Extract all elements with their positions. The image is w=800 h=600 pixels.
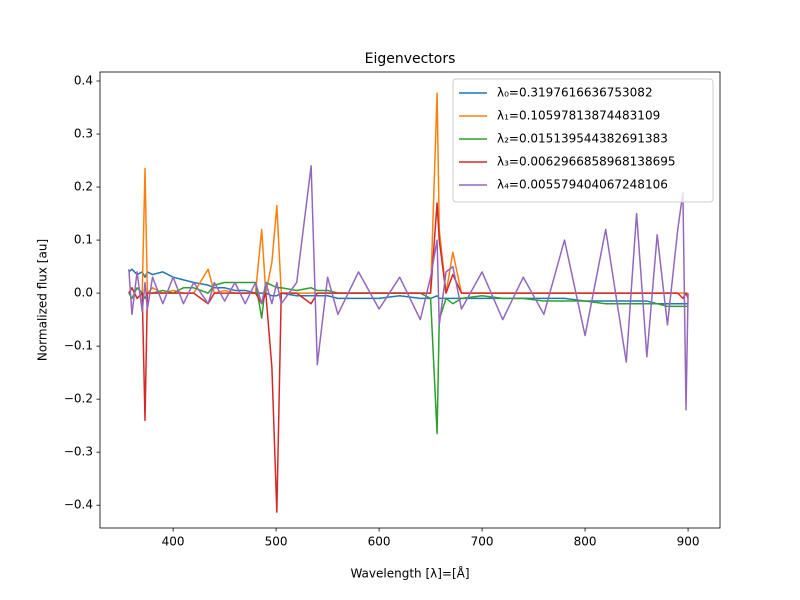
legend-label: λ₀=0.3197616636753082 <box>497 86 653 100</box>
y-tick-label: −0.4 <box>64 498 93 512</box>
y-tick-label: 0.1 <box>74 233 93 247</box>
x-tick-label: 400 <box>162 535 185 549</box>
chart-title: Eigenvectors <box>365 51 456 67</box>
legend-label: λ₁=0.10597813874483109 <box>497 109 660 123</box>
y-tick-label: 0.0 <box>74 286 93 300</box>
axes-frame <box>99 71 721 529</box>
y-tick-label: −0.3 <box>64 445 93 459</box>
x-tick-label: 900 <box>677 535 700 549</box>
x-tick-label: 500 <box>265 535 288 549</box>
series-line <box>128 268 689 305</box>
x-tick-label: 800 <box>574 535 597 549</box>
x-tick-label: 700 <box>471 535 494 549</box>
y-tick-label: 0.3 <box>74 127 93 141</box>
y-tick-label: −0.2 <box>64 392 93 406</box>
y-tick-label: −0.1 <box>64 339 93 353</box>
legend-label: λ₂=0.015139544382691383 <box>497 132 668 146</box>
series-line <box>128 165 689 411</box>
legend-label: λ₄=0.005579404067248106 <box>497 178 668 192</box>
legend-label: λ₃=0.0062966858968138695 <box>497 155 675 169</box>
y-tick-label: 0.4 <box>74 74 93 88</box>
y-tick-label: 0.2 <box>74 180 93 194</box>
y-axis-label: Normalized flux [au] <box>36 239 50 361</box>
x-tick-label: 600 <box>368 535 391 549</box>
legend-box <box>452 78 714 203</box>
x-axis-label: Wavelength [λ]=[Å] <box>350 566 469 581</box>
